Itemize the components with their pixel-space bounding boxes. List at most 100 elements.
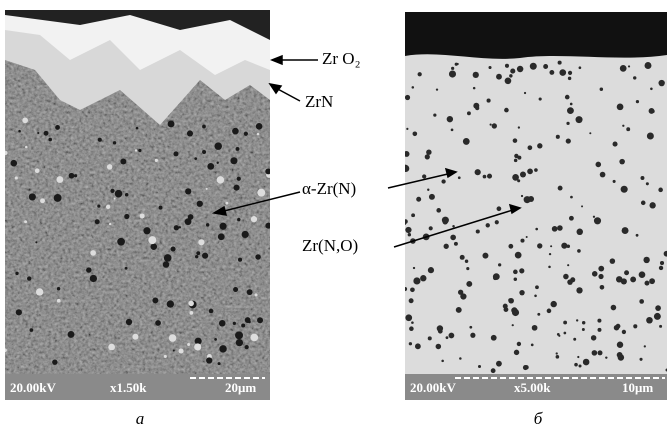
dot — [530, 63, 537, 70]
dot — [456, 307, 462, 313]
dot — [413, 131, 418, 136]
dot — [649, 202, 655, 208]
dot — [136, 127, 139, 130]
dot — [654, 313, 661, 320]
dot — [636, 234, 639, 237]
dot — [514, 350, 519, 355]
dot — [35, 241, 37, 243]
dot — [429, 194, 435, 200]
dot — [592, 271, 598, 277]
dot — [206, 223, 209, 226]
dot — [509, 74, 512, 77]
dot — [443, 219, 448, 224]
dot — [659, 266, 663, 270]
dot — [106, 205, 110, 209]
dot — [549, 70, 554, 75]
dot — [30, 328, 34, 332]
dot — [503, 304, 508, 309]
dot — [574, 363, 578, 367]
dot — [596, 162, 602, 168]
dot — [428, 267, 434, 273]
dot — [95, 219, 100, 224]
dot — [98, 138, 102, 142]
dot — [521, 195, 523, 197]
dot — [241, 324, 245, 328]
dot — [550, 245, 552, 247]
dot — [409, 298, 414, 303]
dot — [3, 348, 7, 352]
dot — [610, 258, 616, 264]
dot — [597, 319, 601, 323]
dot — [650, 88, 653, 91]
dot — [581, 205, 583, 207]
label-zro2: Zr O₂ — [322, 49, 361, 68]
dot — [404, 223, 406, 225]
dot — [577, 356, 579, 358]
dot — [475, 106, 479, 110]
dot — [568, 71, 572, 75]
dot — [636, 100, 639, 103]
dot — [233, 322, 236, 325]
dot — [551, 301, 557, 307]
dot — [237, 177, 241, 181]
dot — [18, 130, 21, 133]
dot — [159, 206, 163, 210]
dot — [126, 319, 132, 325]
micrograph-bg — [405, 12, 667, 400]
dot — [622, 227, 629, 234]
dot — [188, 214, 194, 220]
dot — [593, 216, 595, 218]
dot — [174, 225, 179, 230]
dot — [90, 275, 97, 282]
dot — [202, 150, 206, 154]
dot — [644, 345, 646, 347]
dot — [436, 208, 441, 213]
dot — [206, 357, 212, 363]
dot — [598, 266, 604, 272]
dot — [411, 213, 415, 217]
dot — [420, 275, 426, 281]
dot — [444, 244, 449, 249]
dot — [614, 325, 619, 330]
dot — [155, 320, 161, 326]
label-alpha-zrn: α-Zr(N) — [302, 179, 356, 198]
dot — [265, 223, 271, 229]
dot — [187, 343, 190, 346]
dot — [487, 174, 492, 179]
dot — [659, 325, 662, 328]
dot — [563, 274, 569, 280]
dot — [120, 159, 126, 165]
dot — [251, 216, 257, 222]
dot — [543, 64, 548, 69]
dot — [35, 168, 40, 173]
dot — [605, 356, 607, 358]
dot — [600, 88, 603, 91]
dot — [483, 175, 487, 179]
dot — [255, 293, 258, 296]
dot — [628, 65, 630, 67]
dot — [405, 227, 411, 233]
dot — [36, 288, 43, 295]
dot — [633, 324, 637, 328]
dot — [611, 305, 617, 311]
dot — [492, 123, 497, 128]
figure: 20.00kV x1.50k 20μm 20.00kV x5.00k 10μm … — [0, 0, 667, 435]
dot — [487, 99, 491, 103]
dot — [450, 235, 456, 241]
dot — [476, 229, 480, 233]
dot — [173, 349, 175, 351]
dot — [496, 361, 502, 367]
dot — [163, 261, 170, 268]
dot — [646, 317, 653, 324]
dot — [466, 267, 469, 270]
dot — [495, 220, 499, 224]
dot — [148, 236, 156, 244]
dot — [645, 62, 652, 69]
dot — [517, 342, 521, 346]
dot — [460, 255, 465, 260]
dot — [469, 326, 472, 329]
dot — [454, 242, 458, 246]
dot — [598, 274, 603, 279]
dot — [245, 317, 251, 323]
dot — [218, 233, 225, 240]
